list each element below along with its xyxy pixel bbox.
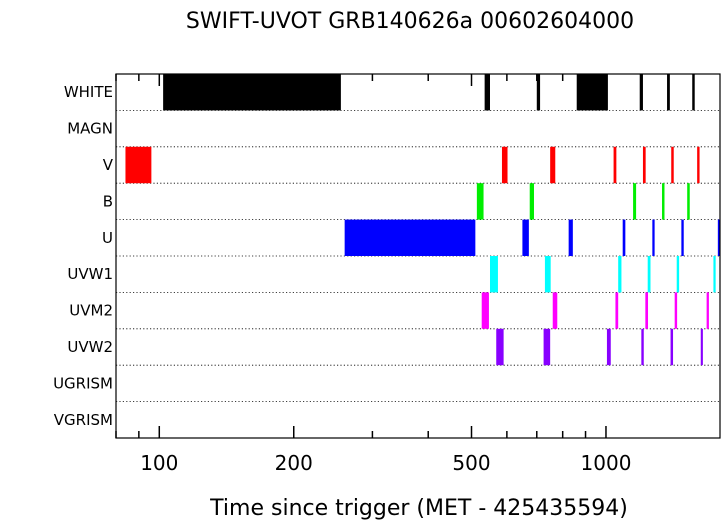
exposure-bars: [125, 74, 720, 366]
chart-title: SWIFT-UVOT GRB140626a 00602604000: [186, 9, 634, 34]
filter-label: B: [103, 192, 113, 210]
exposure-bar: [642, 146, 646, 184]
exposure-bar: [652, 219, 655, 256]
x-ticks: 100 200 500 1000: [115, 74, 632, 475]
exposure-bar: [529, 183, 534, 220]
exposure-bar: [667, 74, 670, 111]
exposure-bar: [622, 219, 626, 256]
exposure-bar: [639, 74, 643, 111]
exposure-bar: [344, 219, 476, 256]
exposure-bar: [615, 292, 619, 329]
exposure-bar: [692, 74, 695, 111]
x-tick-label: 1000: [581, 451, 632, 475]
exposure-bar: [522, 219, 529, 256]
exposure-bar: [613, 146, 617, 184]
exposure-bar: [576, 74, 608, 111]
exposure-bar: [706, 292, 709, 329]
exposure-bar: [543, 328, 551, 366]
exposure-bar: [568, 219, 573, 256]
x-axis-label: Time since trigger (MET - 425435594): [209, 496, 628, 521]
exposure-bar: [674, 292, 678, 329]
exposure-bar: [476, 183, 484, 220]
filter-labels: WHITE MAGN VB U UVW1 UVM2 UVW2 UGRISM VGRISM: [53, 83, 114, 429]
exposure-bar: [676, 256, 680, 293]
exposure-bar: [670, 328, 674, 366]
filter-label: U: [102, 229, 113, 247]
exposure-bar: [717, 219, 720, 256]
exposure-bar: [700, 328, 703, 366]
filter-label: MAGN: [67, 120, 113, 138]
exposure-bar: [544, 256, 551, 293]
exposure-bar: [481, 292, 489, 329]
x-tick-label: 100: [140, 451, 178, 475]
exposure-bar: [536, 74, 541, 111]
exposure-bar: [697, 146, 700, 184]
exposure-bar: [647, 256, 651, 293]
exposure-bar: [713, 256, 716, 293]
filter-label: UVW2: [67, 338, 113, 356]
exposure-bar: [489, 256, 498, 293]
exposure-bar: [550, 146, 556, 184]
exposure-bar: [484, 74, 490, 111]
filter-label: VGRISM: [54, 411, 113, 429]
filter-label: UVW1: [67, 265, 113, 283]
exposure-bar: [501, 146, 508, 184]
exposure-bar: [662, 183, 665, 220]
exposure-bar: [681, 219, 684, 256]
exposure-bar: [606, 328, 611, 366]
filter-label: V: [103, 156, 114, 174]
exposure-bar: [163, 74, 341, 111]
plot-frame: [115, 73, 721, 439]
filter-label: UVM2: [69, 302, 113, 320]
exposure-bar: [687, 183, 690, 220]
x-tick-label: 200: [275, 451, 313, 475]
x-tick-label: 500: [452, 451, 490, 475]
exposure-bar: [496, 328, 504, 366]
exposure-bar: [618, 256, 622, 293]
exposure-bar: [633, 183, 637, 220]
exposure-bar: [645, 292, 649, 329]
exposure-bar: [125, 146, 152, 184]
exposure-bar: [641, 328, 644, 366]
exposure-bar: [552, 292, 558, 329]
filter-label: WHITE: [64, 83, 113, 101]
filter-label: UGRISM: [53, 374, 113, 392]
exposure-bar: [671, 146, 674, 184]
